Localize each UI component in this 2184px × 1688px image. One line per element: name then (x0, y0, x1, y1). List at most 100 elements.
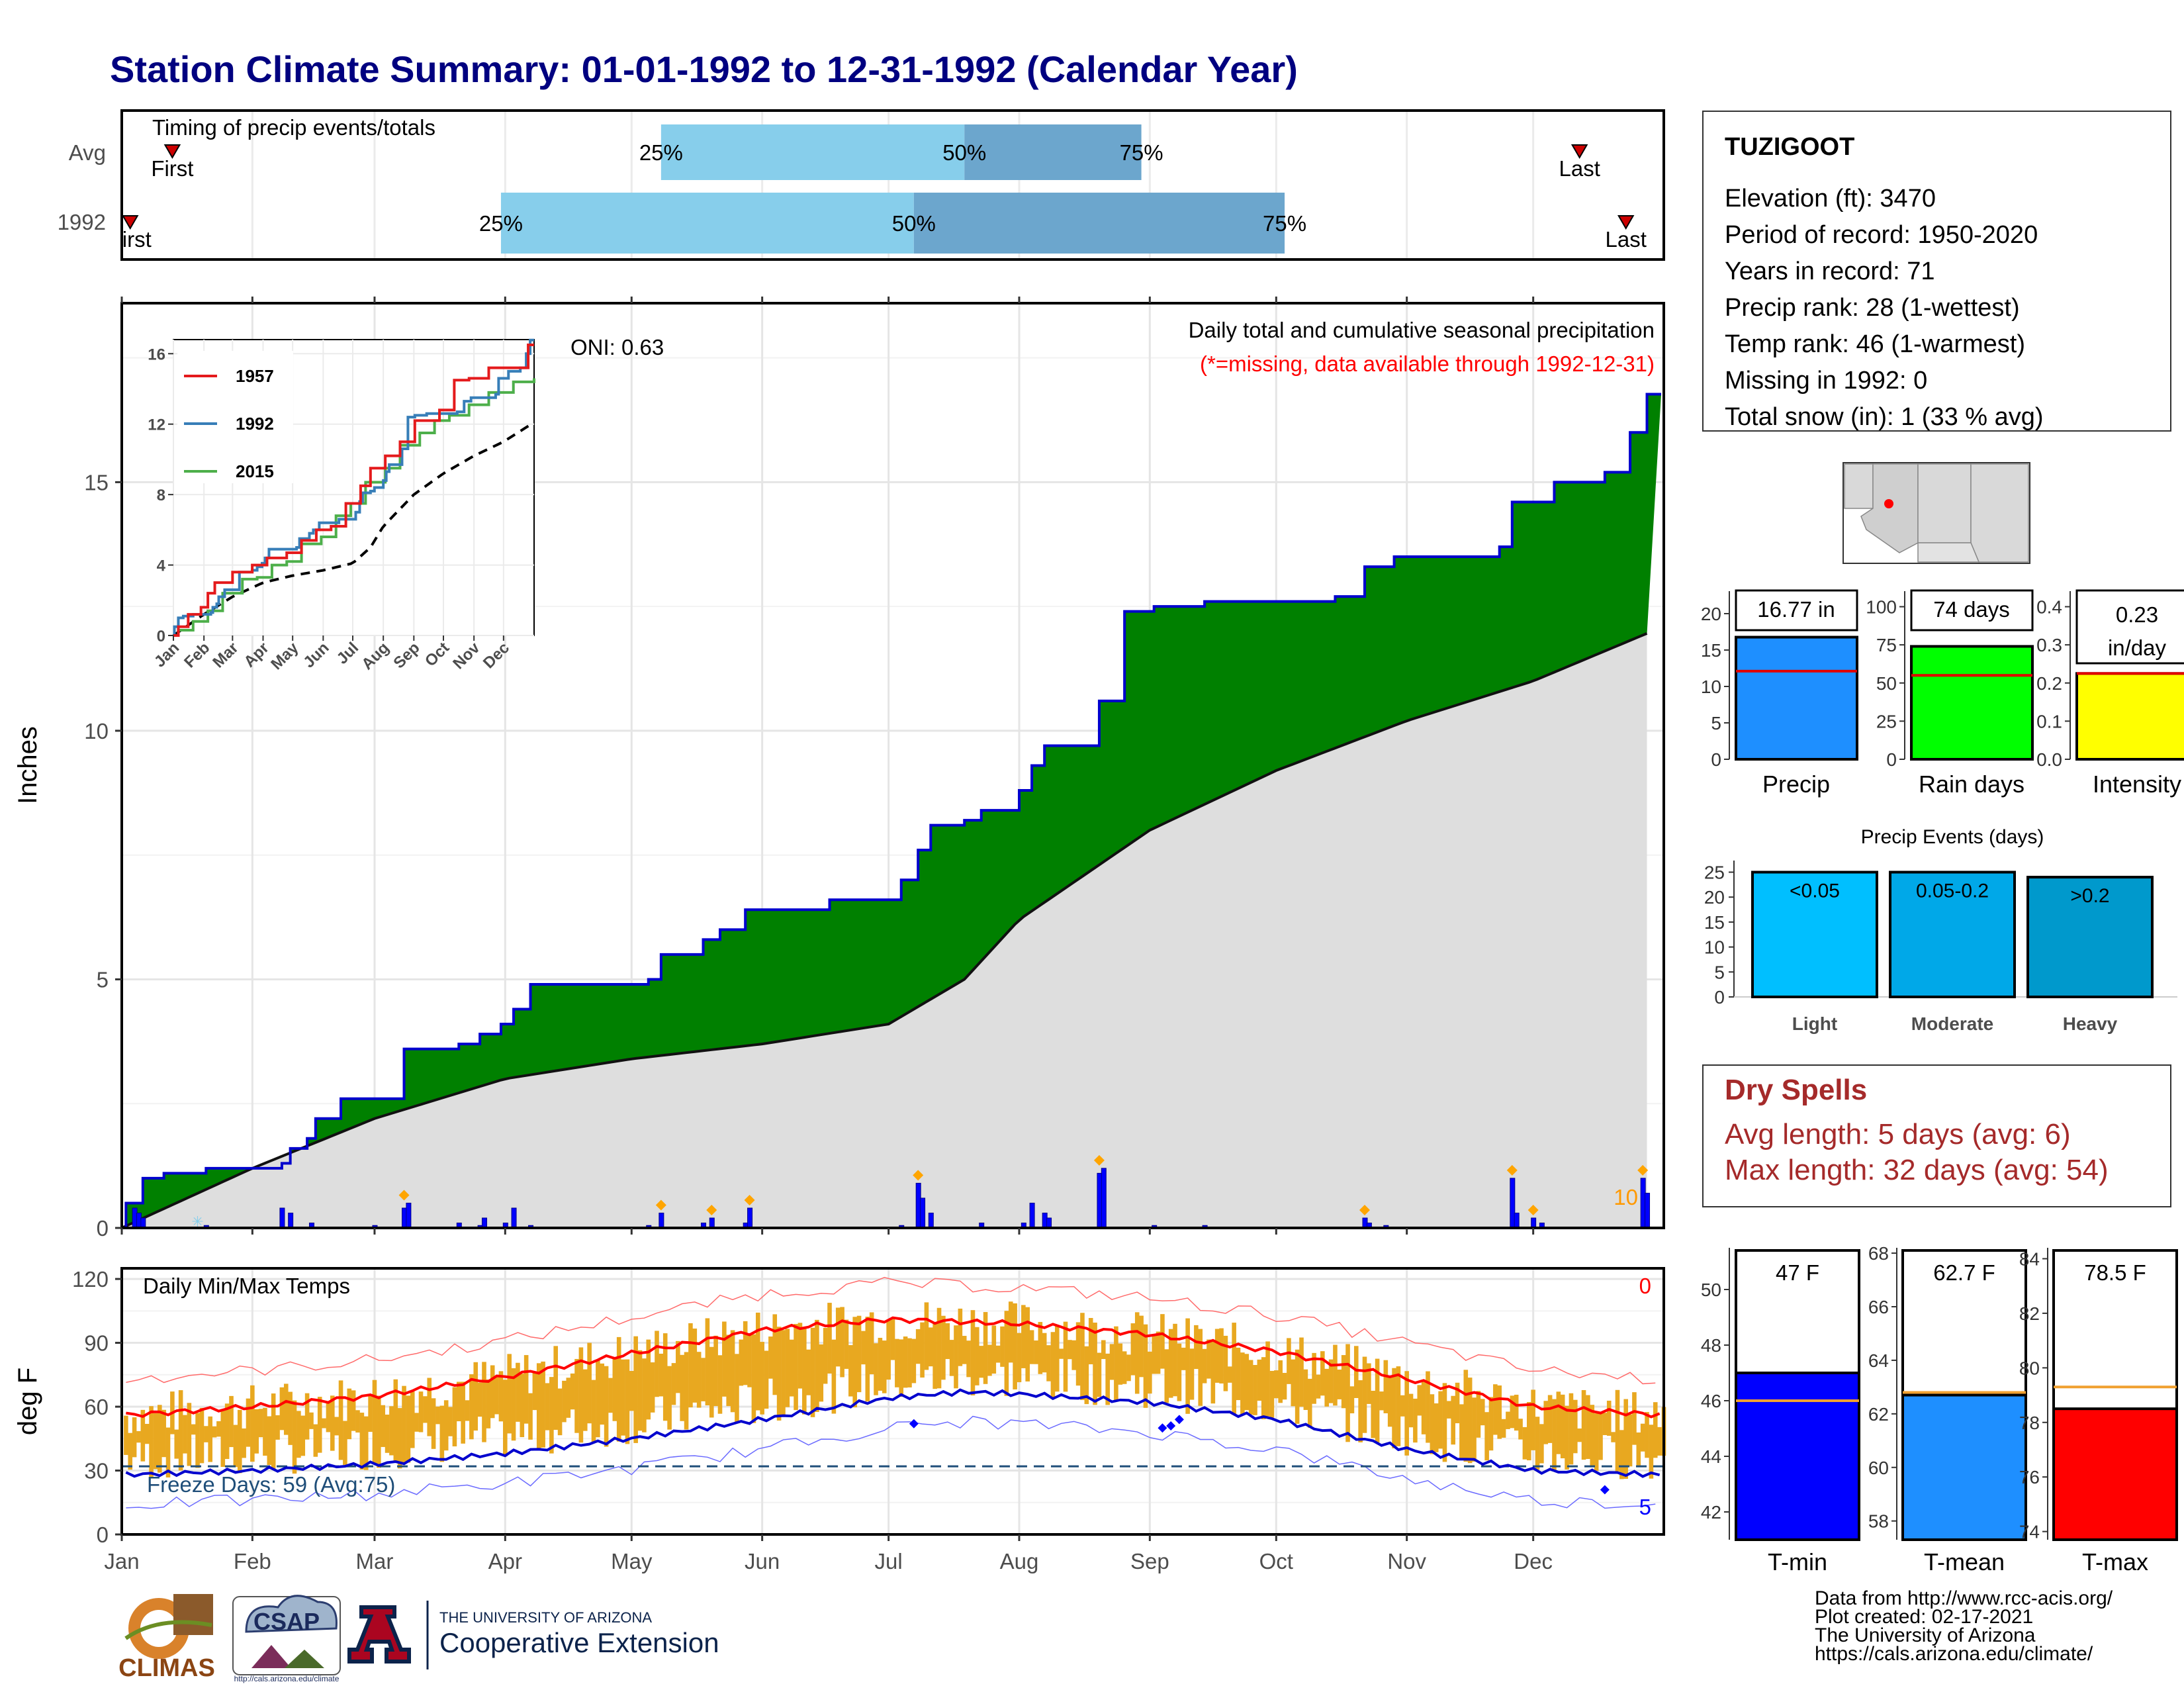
daily-temp-bar (507, 1354, 512, 1434)
daily-temp-bar (136, 1430, 141, 1443)
last-event-label: Last (1559, 156, 1600, 181)
daily-temp-bar (183, 1415, 187, 1454)
daily-temp-bar (608, 1378, 613, 1413)
daily-temp-bar (667, 1366, 672, 1430)
daily-temp-bar (212, 1426, 217, 1438)
daily-temp-bar (1577, 1428, 1582, 1442)
daily-temp-bar (1341, 1355, 1346, 1409)
daily-temp-bar (794, 1324, 798, 1411)
daily-temp-bar (494, 1376, 499, 1415)
daily-temp-bar (1152, 1335, 1156, 1374)
daily-temp-bar (402, 1385, 406, 1464)
temp-mini-value-label: 78.5 F (2084, 1260, 2146, 1285)
cumulative-average-area (122, 633, 1647, 1228)
daily-temp-bar (1025, 1307, 1030, 1382)
daily-temp-bar (128, 1432, 133, 1470)
daily-temp-bar (1396, 1366, 1401, 1446)
timing-row-label-avg: Avg (69, 140, 106, 165)
daily-temp-bar (1177, 1343, 1182, 1401)
daily-temp-bar (1034, 1340, 1038, 1364)
daily-temp-bar (1345, 1344, 1350, 1442)
mini-value-bar (1910, 645, 2034, 761)
temp-mini-y-tick-label: 66 (1868, 1297, 1889, 1317)
daily-temp-bar (482, 1362, 486, 1442)
page-title: Station Climate Summary: 01-01-1992 to 1… (110, 48, 1298, 90)
daily-temp-bar (258, 1409, 263, 1438)
daily-temp-bar (676, 1340, 680, 1393)
heavy-precip-marker (1506, 1164, 1518, 1176)
daily-temp-bar (1488, 1397, 1494, 1451)
month-tick-label: Jun (745, 1549, 780, 1573)
daily-temp-bar (1510, 1395, 1515, 1429)
temp-mini-y-tick-label: 82 (2019, 1303, 2040, 1324)
uofa-line-1: THE UNIVERSITY OF ARIZONA (439, 1609, 652, 1626)
daily-temp-bar (1316, 1374, 1321, 1399)
temp-mini-y-tick-label: 76 (2019, 1467, 2040, 1487)
daily-temp-bar (1447, 1401, 1451, 1419)
daily-temp-bar (469, 1374, 474, 1440)
month-tick-label: May (611, 1549, 653, 1573)
daily-temp-bar (1413, 1398, 1418, 1443)
temp-mini-category-label: T-mean (1924, 1548, 2005, 1575)
daily-temp-bar (477, 1382, 482, 1417)
daily-temp-bar (1307, 1378, 1312, 1428)
daily-temp-bar (1210, 1340, 1216, 1404)
daily-temp-bar (1202, 1348, 1207, 1383)
footer-line: Data from http://www.rcc-acis.org/ (1815, 1587, 2113, 1609)
daily-temp-bar (1433, 1403, 1439, 1452)
daily-temp-bar (566, 1378, 571, 1418)
daily-temp-bar (751, 1334, 756, 1423)
daily-temp-bar (1265, 1341, 1270, 1417)
daily-temp-bar (1594, 1413, 1599, 1472)
daily-precip-bar (928, 1212, 934, 1229)
daily-temp-bar (1320, 1351, 1325, 1396)
mini-y-tick-label: 5 (1711, 713, 1721, 733)
daily-temp-bar (1017, 1333, 1022, 1383)
daily-temp-bar (1556, 1391, 1561, 1454)
mini-category-label: Rain days (1919, 771, 2025, 798)
daily-temp-bar (1438, 1391, 1443, 1449)
temp-mini-value-label: 47 F (1776, 1260, 1819, 1285)
daily-temp-bar (322, 1418, 326, 1429)
daily-temp-bar (549, 1377, 554, 1454)
precip-events-chart: Precip Events (days) 0 5 10 15 20 25 <0.05 Light… (1704, 826, 2177, 1034)
temp-mini-value-bar (2052, 1407, 2178, 1541)
heavy-precip-marker (1637, 1164, 1649, 1176)
temp-mini-y-tick-label: 50 (1701, 1280, 1721, 1300)
daily-temp-bar (1075, 1322, 1081, 1386)
daily-precip-bar (140, 1217, 146, 1229)
record-low-marker (1174, 1415, 1184, 1425)
daily-temp-bar (486, 1379, 491, 1429)
inset-series-2015 (173, 378, 535, 637)
daily-temp-bar (878, 1337, 883, 1391)
daily-temp-bar (246, 1398, 251, 1447)
daily-temp-bar (237, 1409, 242, 1474)
daily-temp-bar (363, 1416, 369, 1470)
footer-line: https://cals.arizona.edu/climate/ (1815, 1643, 2093, 1665)
daily-temp-bar (1168, 1329, 1173, 1398)
heavy-precip-marker (744, 1194, 755, 1205)
dry-spells-max: Max length: 32 days (avg: 54) (1725, 1154, 2109, 1186)
station-line: Missing in 1992: 0 (1725, 367, 1927, 395)
inset-y-tick-label: 12 (148, 416, 165, 434)
daily-temp-bar (1282, 1372, 1287, 1400)
daily-temp-bar (882, 1340, 887, 1393)
daily-temp-bar (1362, 1356, 1367, 1433)
heavy-precip-marker (1527, 1204, 1539, 1215)
daily-temp-bar (220, 1410, 226, 1467)
average-min-temp-line (125, 1388, 1661, 1478)
station-name: TUZIGOOT (1725, 133, 1854, 161)
daily-temp-bar (216, 1421, 221, 1437)
daily-temp-bar (701, 1358, 705, 1401)
daily-temp-bar (772, 1314, 778, 1395)
daily-temp-bar (936, 1307, 942, 1389)
mini-value-box (1910, 589, 2034, 632)
daily-temp-bar (1084, 1346, 1089, 1405)
daily-temp-bar (149, 1406, 154, 1477)
daily-temp-bar (1598, 1411, 1603, 1460)
daily-temp-bar (431, 1398, 436, 1449)
daily-precip-bar (1046, 1217, 1052, 1229)
daily-temp-bar (928, 1327, 933, 1367)
timing-pct-label: 75% (1120, 140, 1163, 165)
first-event-marker (121, 215, 139, 230)
